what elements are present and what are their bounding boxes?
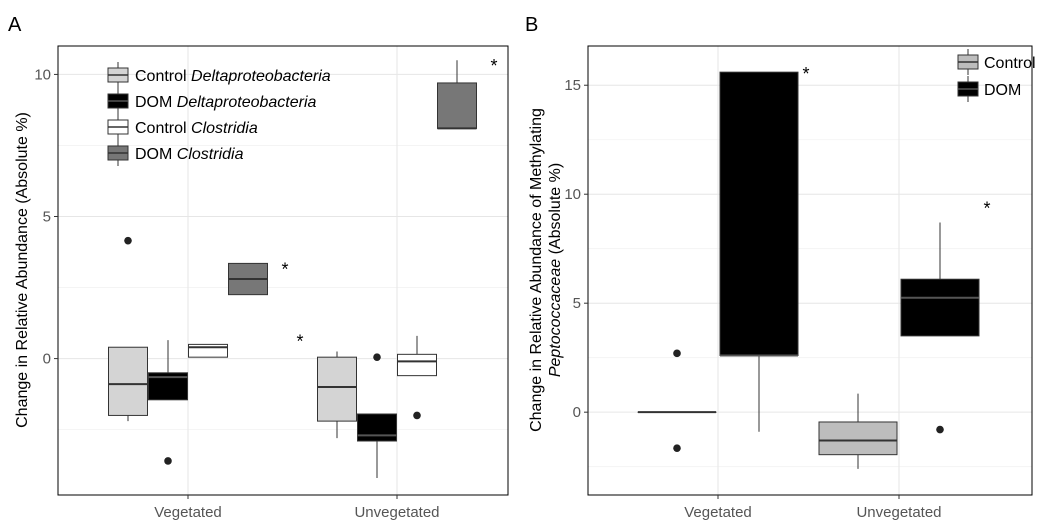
box-plot — [397, 335, 437, 420]
legend-item: DOM Clostridia — [107, 140, 244, 166]
box-outlier — [124, 236, 132, 245]
legend-label-taxon: Clostridia — [191, 120, 258, 137]
panel-a-y-ticks: 0 5 10 — [34, 66, 58, 368]
box-body — [397, 353, 437, 377]
y-tick-label: 5 — [43, 209, 51, 226]
panel-a-x-ticks: Vegetated Unvegetated — [154, 495, 440, 521]
y-tick-label: 10 — [564, 186, 581, 203]
legend-item: Control Clostridia — [107, 114, 258, 140]
box-plot — [188, 343, 228, 358]
panel-b-frame — [587, 45, 1033, 496]
box-outlier — [673, 349, 681, 358]
box-body — [108, 346, 148, 416]
panel-a-y-axis-title: Change in Relative Abundance (Absolute %… — [14, 112, 31, 428]
panel-a: A * * * 0 5 10 Vegetated Unvegetated Change i… — [8, 14, 509, 521]
box-body — [437, 82, 477, 129]
panel-b-y-axis-title-italic: Peptococcaceae — [547, 259, 564, 377]
significance-star: * — [296, 331, 303, 351]
legend-label-prefix: DOM — [135, 94, 177, 111]
y-tick-label: 0 — [573, 404, 581, 421]
panel-a-letter: A — [8, 14, 22, 36]
legend-label: Control — [984, 55, 1036, 72]
box-plot: * — [228, 259, 289, 296]
legend-item: DOM Deltaproteobacteria — [107, 88, 317, 114]
legend-label-prefix: Control — [135, 120, 191, 137]
box-plot: * — [719, 64, 810, 432]
significance-star: * — [983, 199, 990, 219]
box-plot — [108, 236, 148, 422]
legend-item: Control — [957, 49, 1036, 75]
x-tick-label: Vegetated — [684, 504, 752, 521]
significance-star: * — [802, 64, 809, 84]
box-body — [719, 71, 799, 357]
legend-item: Control Deltaproteobacteria — [107, 62, 331, 88]
box-body — [357, 413, 397, 442]
y-tick-label: 10 — [34, 66, 51, 83]
box-outlier — [413, 411, 421, 420]
box-body — [818, 421, 898, 456]
legend-label: Control Deltaproteobacteria — [135, 68, 331, 85]
y-tick-label: 5 — [573, 295, 581, 312]
panel-b-y-axis-title-line2: Peptococcaceae (Absolute %) — [547, 163, 564, 377]
panel-b-legend: Control DOM — [957, 49, 1036, 102]
significance-star: * — [281, 259, 288, 279]
box-outlier — [673, 444, 681, 452]
box-outlier — [164, 457, 172, 465]
box-body — [900, 278, 980, 337]
box-plot: * — [296, 331, 357, 439]
panel-b-boxes: ** — [637, 64, 991, 469]
box-plot — [818, 393, 898, 469]
panel-b-x-ticks: Vegetated Unvegetated — [684, 495, 942, 521]
box-body — [317, 356, 357, 422]
legend-item: DOM — [957, 76, 1021, 102]
legend-label-prefix: DOM — [135, 146, 177, 163]
y-tick-label: 15 — [564, 77, 581, 94]
significance-star: * — [490, 56, 497, 76]
panel-b-letter: B — [525, 14, 538, 36]
legend-label: DOM — [984, 82, 1021, 99]
legend-label-prefix: Control — [135, 68, 191, 85]
legend-label-taxon: Deltaproteobacteria — [177, 94, 317, 111]
box-outlier — [373, 353, 381, 361]
legend-label-taxon: Clostridia — [177, 146, 244, 163]
box-plot: * — [900, 199, 991, 434]
box-plot — [148, 340, 188, 465]
y-tick-label: 0 — [43, 351, 51, 368]
legend-label: Control Clostridia — [135, 120, 258, 137]
panel-b-y-ticks: 0 5 10 15 — [564, 77, 588, 421]
box-plot — [637, 349, 717, 452]
panel-a-frame — [57, 45, 509, 496]
panel-b-y-axis-title-unit-text: (Absolute %) — [547, 163, 564, 255]
legend-label: DOM Deltaproteobacteria — [135, 94, 317, 111]
panel-a-boxes: * * * — [108, 56, 498, 478]
panel-b-grid — [588, 46, 1032, 495]
x-tick-label: Unvegetated — [354, 504, 439, 521]
box-plot — [357, 353, 397, 478]
legend-label-taxon: Deltaproteobacteria — [191, 68, 331, 85]
x-tick-label: Unvegetated — [856, 504, 941, 521]
box-plot: * — [437, 56, 498, 130]
panel-b-y-axis-title-line1: Change in Relative Abundance of Methylat… — [528, 108, 545, 432]
legend-label: DOM Clostridia — [135, 146, 244, 163]
x-tick-label: Vegetated — [154, 504, 222, 521]
box-outlier — [936, 425, 944, 434]
